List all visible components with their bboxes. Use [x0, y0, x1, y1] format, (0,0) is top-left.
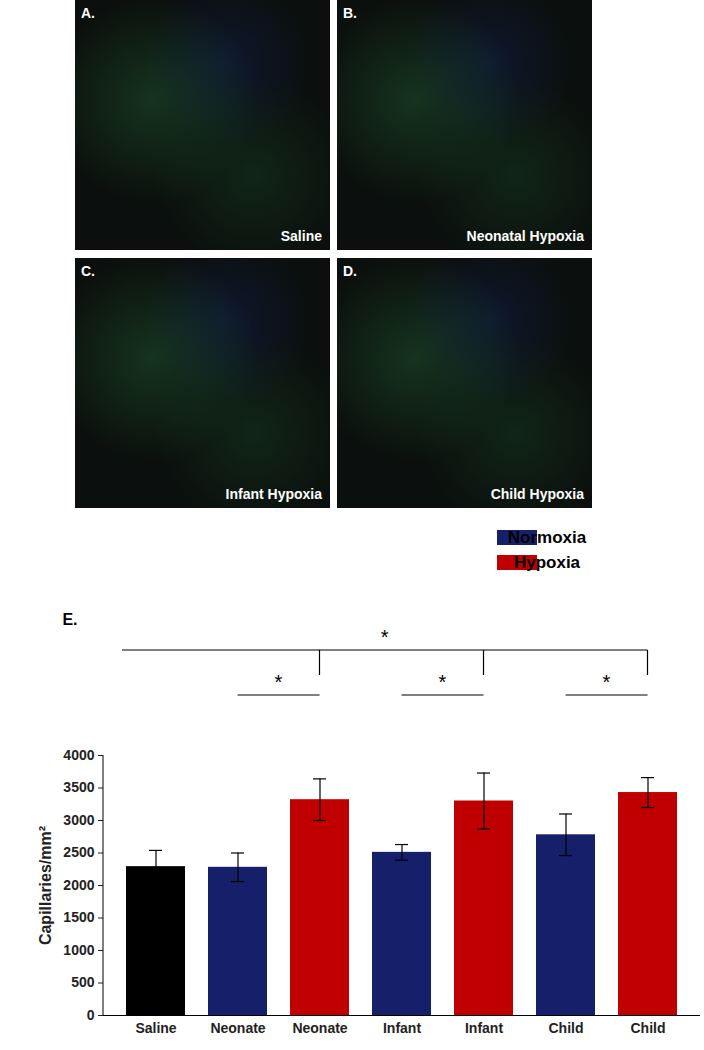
svg-text:500: 500: [71, 974, 95, 990]
svg-text:Hypoxia: Hypoxia: [514, 553, 581, 572]
svg-text:Infant: Infant: [383, 1020, 421, 1036]
svg-text:*: *: [439, 671, 447, 693]
svg-text:2000: 2000: [63, 877, 94, 893]
svg-text:Saline: Saline: [135, 1020, 176, 1036]
svg-text:4000: 4000: [63, 747, 94, 763]
html-text:Infant Hypoxia: Infant Hypoxia: [225, 486, 322, 502]
html-text:C.: C.: [81, 263, 95, 279]
svg-text:*: *: [603, 671, 611, 693]
svg-text:1000: 1000: [63, 942, 94, 958]
svg-text:Capillaries/mm²: Capillaries/mm²: [37, 826, 54, 945]
svg-text:1500: 1500: [63, 909, 94, 925]
svg-text:2500: 2500: [63, 844, 94, 860]
html-text:Neonatal Hypoxia: Neonatal Hypoxia: [466, 228, 584, 244]
svg-text:E.: E.: [62, 611, 77, 628]
svg-text:Child: Child: [549, 1020, 584, 1036]
svg-text:Infant: Infant: [465, 1020, 503, 1036]
html-text:D.: D.: [343, 263, 357, 279]
svg-text:0: 0: [87, 1007, 95, 1023]
svg-text:Normoxia: Normoxia: [508, 528, 587, 547]
html-text:B.: B.: [343, 5, 357, 21]
svg-text:Neonate: Neonate: [292, 1020, 347, 1036]
svg-text:Neonate: Neonate: [210, 1020, 265, 1036]
svg-text:3000: 3000: [63, 812, 94, 828]
svg-text:*: *: [381, 626, 389, 648]
svg-text:*: *: [275, 671, 283, 693]
html-text:A.: A.: [81, 5, 95, 21]
html-text:Child Hypoxia: Child Hypoxia: [490, 486, 584, 502]
html-text:Saline: Saline: [280, 228, 322, 244]
svg-text:3500: 3500: [63, 779, 94, 795]
svg-text:Child: Child: [631, 1020, 666, 1036]
